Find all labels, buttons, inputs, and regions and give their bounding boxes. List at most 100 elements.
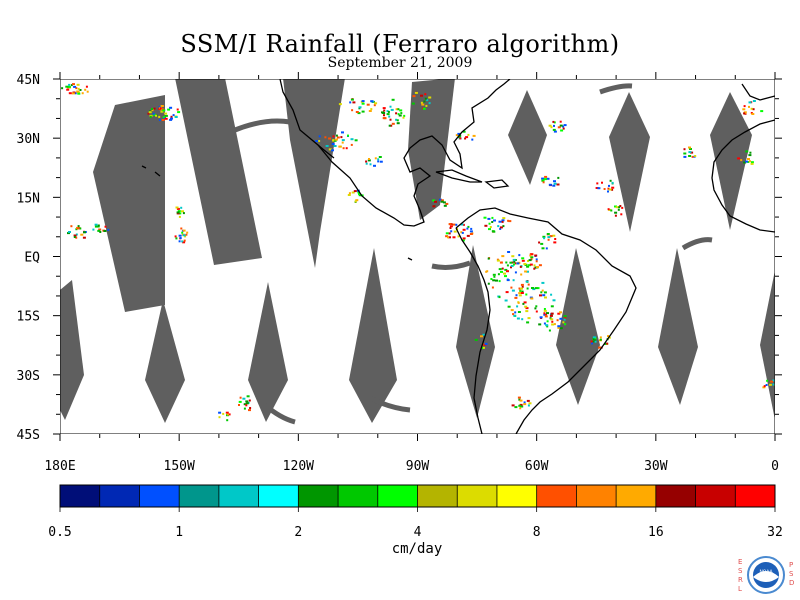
rain-pixel [99,231,102,233]
rain-pixel [590,340,593,343]
rain-pixel [525,310,529,313]
rain-pixel [367,159,371,162]
rain-pixel [542,181,545,184]
rain-pixel [333,139,337,142]
swath [175,79,262,265]
rain-pixel [167,108,171,111]
swath [710,92,752,230]
rain-pixel [688,155,692,157]
rain-pixel [162,109,166,112]
rain-pixel [428,102,431,105]
rain-pixel [440,199,444,202]
map-title: SSM/I Rainfall (Ferraro algorithm) [180,30,620,58]
rain-pixel [501,219,505,222]
iberia-coastline [741,83,775,101]
rain-pixel [546,320,549,323]
rain-pixel [533,264,536,267]
rain-pixel [457,132,461,135]
rain-pixel [462,130,466,133]
swath-arc [234,118,291,133]
rain-pixel [177,210,181,213]
rain-pixel [172,114,175,117]
rain-pixel [342,147,345,150]
rain-pixel [513,263,515,266]
rain-pixel [460,231,463,234]
rain-pixel [462,228,466,231]
colorbar-swatch [377,485,418,507]
rain-pixel [178,234,182,237]
rain-pixel [552,184,556,187]
rain-pixel [752,100,756,102]
rain-pixel [534,266,537,269]
rain-pixel [489,226,492,228]
rain-pixel [524,270,528,273]
rain-pixel [66,88,70,91]
rain-pixel [151,109,154,112]
rain-pixel [75,236,78,239]
rain-pixel [504,268,508,271]
rain-pixel [546,325,549,328]
rain-pixel [350,143,353,146]
rain-pixel [557,126,561,129]
rain-pixel [503,272,506,275]
rain-pixel [414,91,418,94]
rain-pixel [559,120,562,123]
rain-pixel [155,114,158,117]
rain-pixel [683,152,687,155]
rain-pixel [527,283,530,286]
rain-pixel [354,139,358,142]
rain-pixel [543,237,546,240]
rain-pixel [248,399,251,402]
rain-pixel [332,135,335,138]
rain-pixel [182,229,186,232]
rain-pixel [518,398,521,401]
rain-pixel [772,383,775,386]
rain-pixel [493,219,496,222]
rain-pixel [604,342,608,345]
rain-pixel [521,318,524,321]
rain-pixel [70,84,73,87]
rain-pixel [353,190,357,193]
colorbar-tick-label: 1 [175,525,183,540]
rain-pixel [97,224,100,227]
rain-pixel [453,230,457,233]
rain-pixel [766,379,769,382]
rain-pixel [396,119,399,122]
colorbar-swatch [218,485,260,507]
rain-pixel [379,160,383,163]
rain-pixel [505,291,509,294]
rain-pixel [467,225,470,228]
rain-pixel [528,402,532,405]
galapagos-islands [407,257,413,261]
rain-pixel [517,396,521,399]
rain-pixel [467,133,470,136]
rain-pixel [76,83,80,86]
rain-pixel [72,83,75,86]
logo-letter: L [738,585,742,593]
rain-pixel [751,113,755,115]
rain-pixel [440,200,444,203]
rain-pixel [361,102,365,105]
rain-pixel [395,112,398,115]
rain-pixel [97,229,101,232]
rain-pixel [176,211,180,214]
coastlines [141,79,775,434]
rain-pixel [541,289,544,292]
rain-pixel [743,161,747,164]
rain-pixel [383,114,385,117]
rain-pixel [488,228,491,231]
map-plot-area [60,79,775,434]
rain-pixel [426,99,429,102]
rain-pixel [147,112,150,115]
rain-pixel [548,329,551,332]
rain-pixel [483,346,485,349]
rain-pixel [76,90,80,93]
swath-arc [263,403,296,425]
rain-pixel [521,257,525,260]
rain-pixel [525,280,529,283]
rain-pixel [688,146,691,149]
rain-pixel [347,194,351,196]
rain-pixel [549,317,552,320]
rain-pixel [683,148,686,151]
rain-pixel [387,110,390,113]
